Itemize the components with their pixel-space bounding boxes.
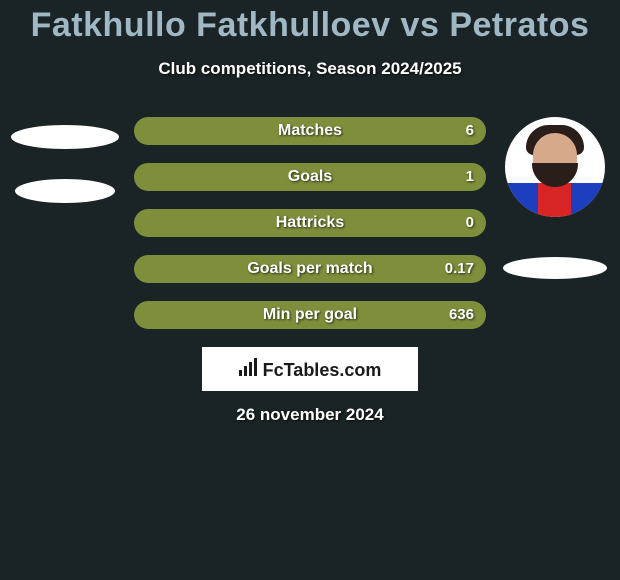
brand-text: FcTables.com: [263, 360, 382, 381]
stat-row: Min per goal 636: [134, 301, 486, 329]
subtitle: Club competitions, Season 2024/2025: [0, 59, 620, 79]
stat-label: Matches: [134, 117, 486, 145]
page-title: Fatkhullo Fatkhulloev vs Petratos: [0, 6, 620, 45]
stat-label: Goals: [134, 163, 486, 191]
stat-value-right: 636: [449, 301, 474, 329]
stat-value-right: 6: [466, 117, 474, 145]
player-right-avatar: [505, 117, 605, 217]
stat-label: Min per goal: [134, 301, 486, 329]
stat-bars: Matches 6 Goals 1 Hattricks 0: [134, 115, 486, 329]
player-right-placeholder-1: [503, 257, 607, 279]
stat-row: Goals per match 0.17: [134, 255, 486, 283]
jersey-graphic: [505, 183, 605, 217]
comparison-card: Fatkhullo Fatkhulloev vs Petratos Club c…: [0, 0, 620, 425]
stat-row: Goals 1: [134, 163, 486, 191]
stat-value-right: 0: [466, 209, 474, 237]
stat-label: Goals per match: [134, 255, 486, 283]
stat-row: Matches 6: [134, 117, 486, 145]
date-label: 26 november 2024: [0, 405, 620, 425]
brand-box[interactable]: FcTables.com: [202, 347, 418, 391]
stat-label: Hattricks: [134, 209, 486, 237]
stat-row: Hattricks 0: [134, 209, 486, 237]
stat-value-right: 1: [466, 163, 474, 191]
player-left-column: [0, 115, 130, 203]
player-right-column: [490, 115, 620, 279]
barchart-icon: [239, 358, 257, 376]
comparison-body: Matches 6 Goals 1 Hattricks 0: [0, 115, 620, 425]
stat-value-right: 0.17: [445, 255, 474, 283]
brand-logo: FcTables.com: [239, 358, 382, 381]
